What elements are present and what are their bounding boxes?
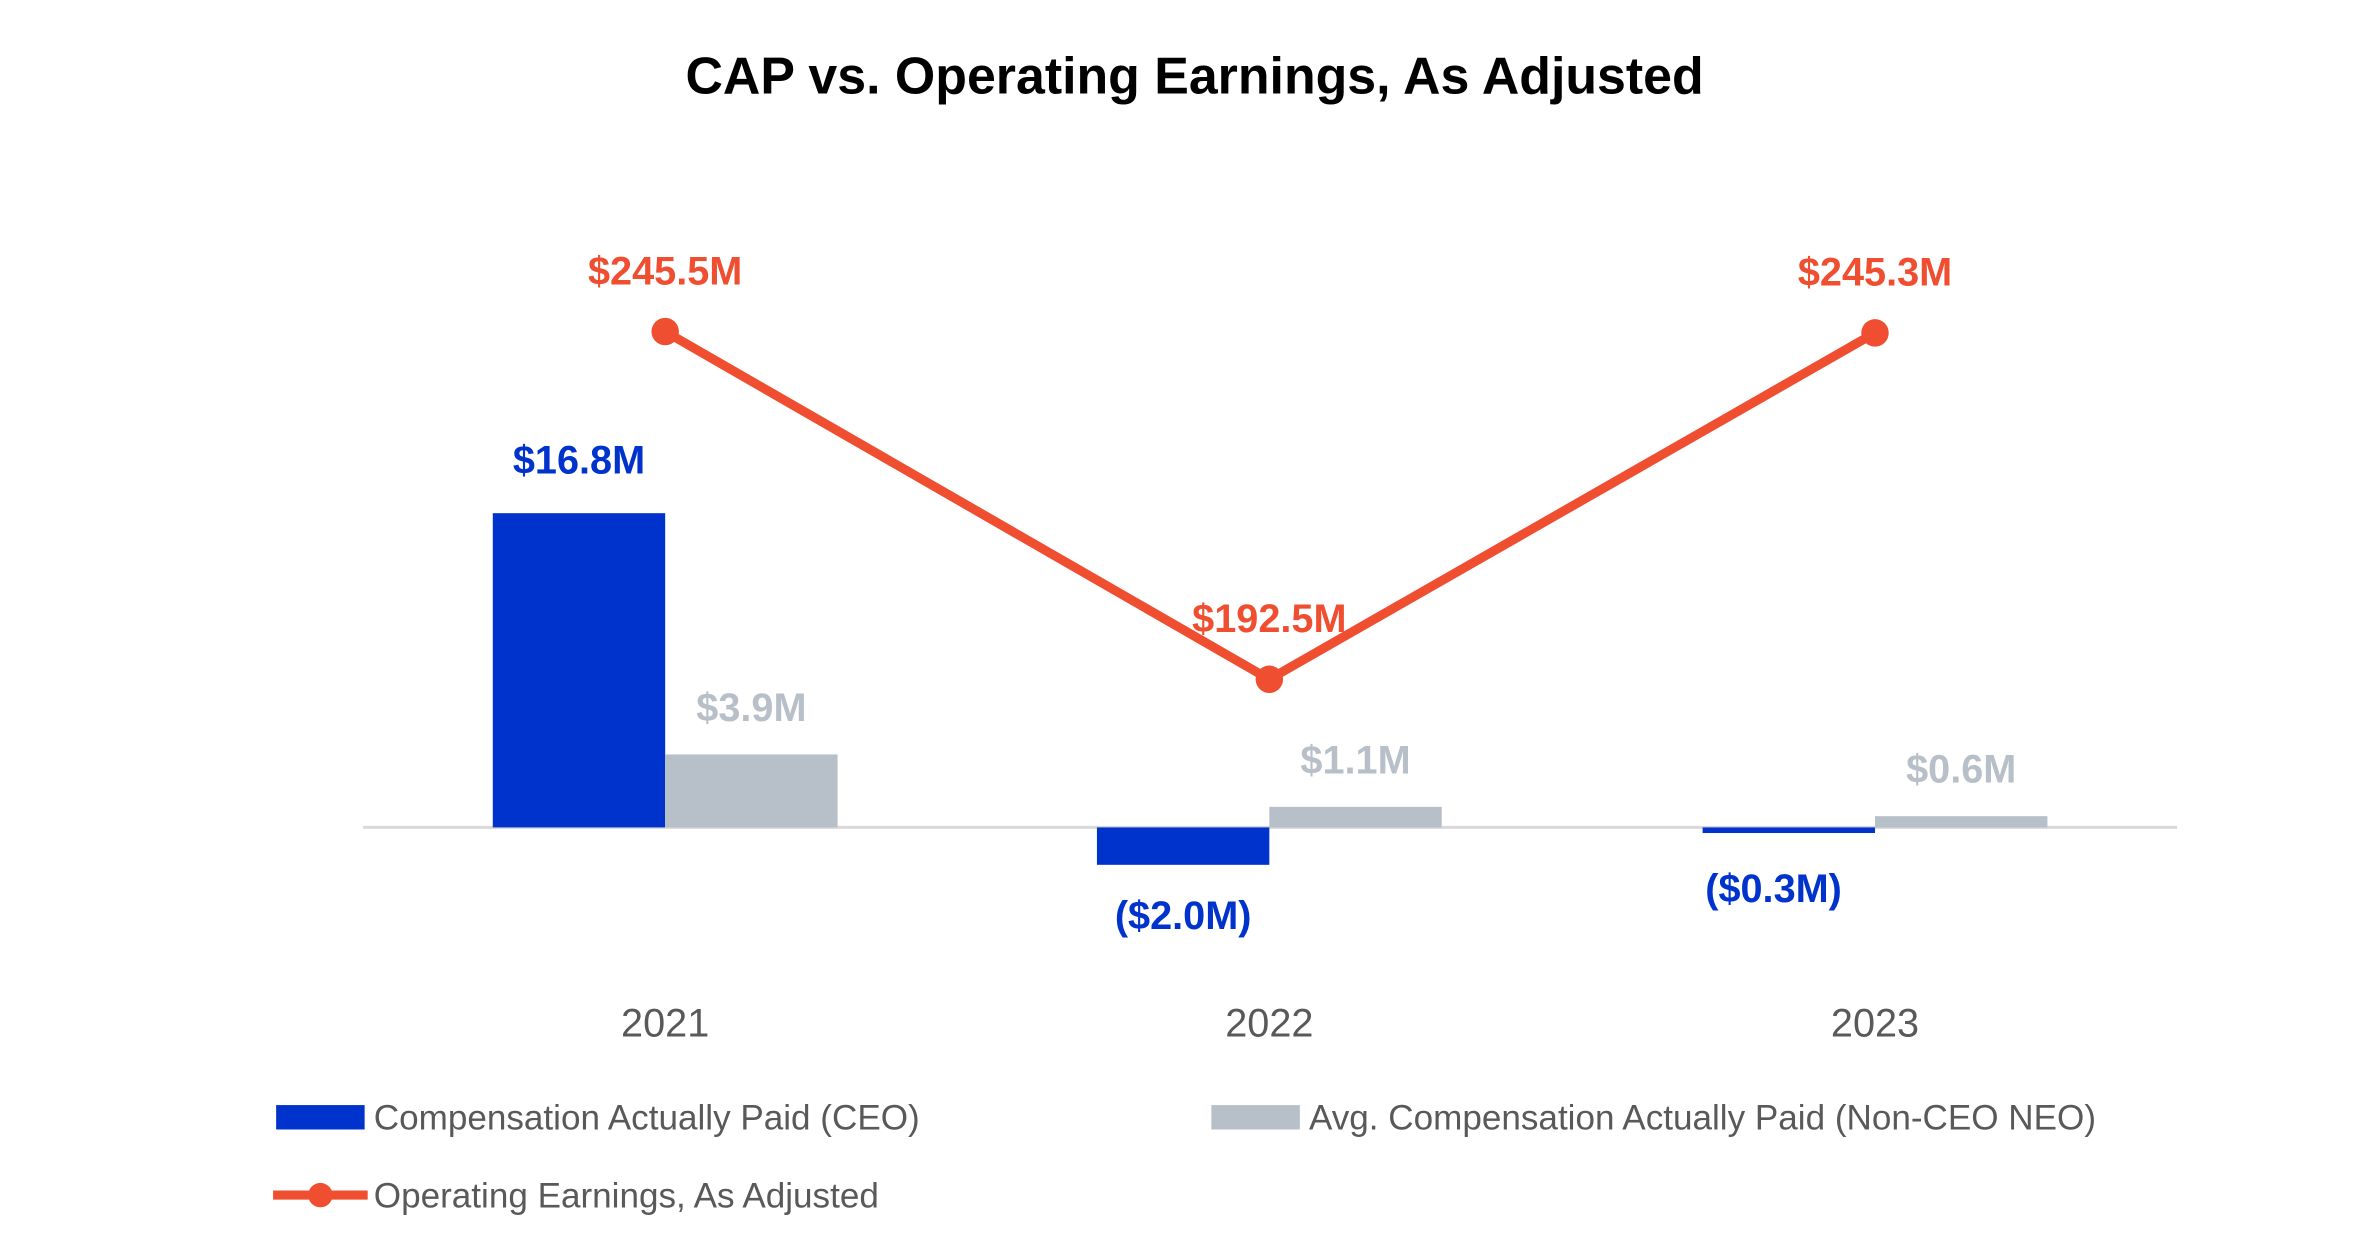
x-tick-label: 2022 bbox=[1225, 1001, 1313, 1045]
data-label-neo-2023: $0.6M bbox=[1906, 748, 2016, 792]
legend-marker-operating-earnings bbox=[308, 1182, 333, 1208]
bar-ceo-2022 bbox=[1096, 827, 1270, 865]
legend-label-neo: Avg. Compensation Actually Paid (Non-CEO… bbox=[1309, 1098, 2096, 1137]
data-label-ceo-2021: $16.8M bbox=[513, 439, 645, 483]
legend-label-ceo: Compensation Actually Paid (CEO) bbox=[374, 1098, 920, 1137]
bar-neo-2023 bbox=[1875, 816, 2048, 828]
bar-neo-2021 bbox=[665, 754, 838, 828]
data-label-operating-earnings-2023: $245.3M bbox=[1798, 251, 1952, 295]
point-operating-earnings-2022 bbox=[1255, 665, 1284, 694]
legend-label-operating-earnings: Operating Earnings, As Adjusted bbox=[374, 1176, 879, 1215]
bar-ceo-2021 bbox=[492, 513, 666, 828]
chart-title: CAP vs. Operating Earnings, As Adjusted bbox=[685, 47, 1703, 105]
x-tick-label: 2021 bbox=[621, 1001, 709, 1045]
legend-swatch-neo bbox=[1211, 1105, 1300, 1130]
x-tick-label: 2023 bbox=[1831, 1001, 1919, 1045]
bar-neo-2022 bbox=[1269, 806, 1442, 828]
data-label-neo-2022: $1.1M bbox=[1300, 738, 1410, 782]
bar-ceo-2023 bbox=[1702, 827, 1876, 834]
data-label-neo-2021: $3.9M bbox=[696, 686, 806, 730]
point-operating-earnings-2023 bbox=[1861, 319, 1889, 347]
data-label-operating-earnings-2022: $192.5M bbox=[1192, 597, 1346, 641]
data-label-ceo-2023: ($0.3M) bbox=[1705, 867, 1842, 911]
data-label-operating-earnings-2021: $245.5M bbox=[588, 249, 742, 293]
legend-swatch-ceo bbox=[276, 1105, 365, 1130]
point-operating-earnings-2021 bbox=[651, 317, 679, 346]
data-label-ceo-2022: ($2.0M) bbox=[1115, 894, 1252, 938]
